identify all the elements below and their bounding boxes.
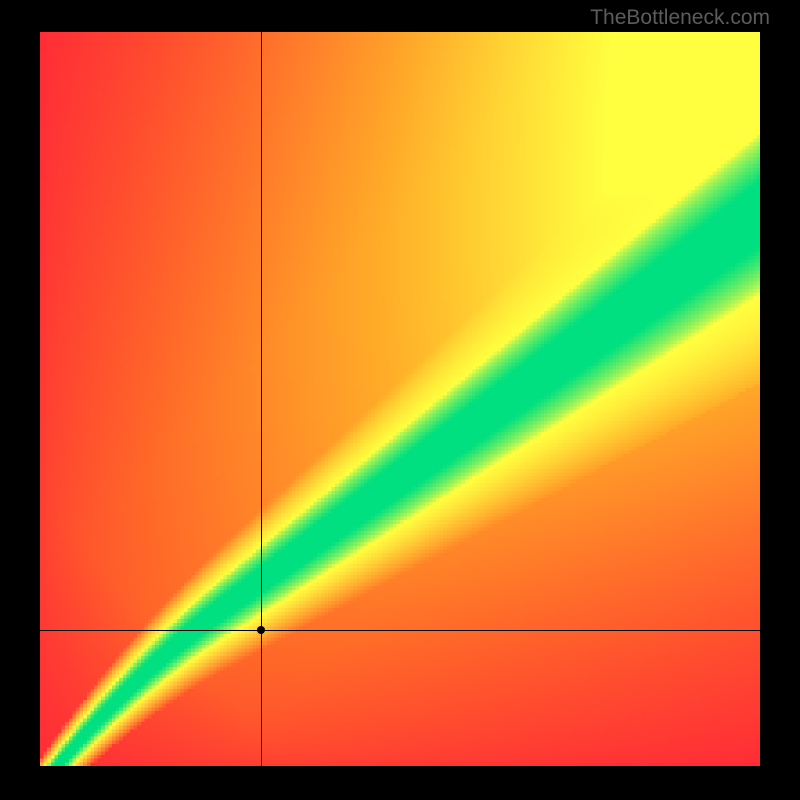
selected-point-marker (257, 626, 265, 634)
crosshair-vertical (261, 32, 262, 766)
bottleneck-heatmap (40, 32, 760, 766)
crosshair-horizontal (40, 630, 760, 631)
watermark-text: TheBottleneck.com (590, 6, 770, 30)
